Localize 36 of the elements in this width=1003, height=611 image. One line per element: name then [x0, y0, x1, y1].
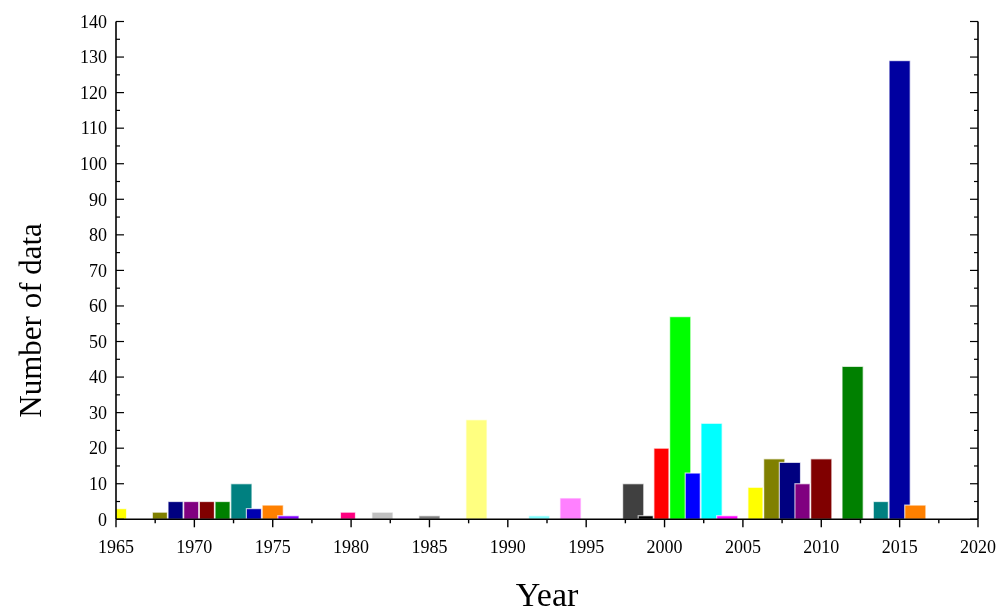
- x-tick-label: 1980: [333, 537, 370, 557]
- y-tick-label: 20: [89, 438, 107, 459]
- bar: [339, 511, 357, 520]
- y-tick-label: 130: [80, 47, 107, 68]
- x-tick-label: 2015: [881, 537, 918, 557]
- y-tick-label: 40: [89, 367, 107, 388]
- bar: [559, 497, 582, 520]
- x-tick-label: 1975: [254, 537, 291, 557]
- y-tick-label: 120: [80, 82, 107, 103]
- x-tick-label: 2005: [724, 537, 761, 557]
- y-tick-label: 50: [89, 331, 107, 352]
- x-tick-label: 1965: [98, 537, 134, 557]
- x-axis-title: Year: [515, 576, 579, 611]
- x-tick-label: 2000: [646, 537, 683, 557]
- y-tick-label: 60: [89, 296, 107, 317]
- x-tick-label: 1985: [411, 537, 448, 557]
- x-tick-label: 1995: [568, 537, 605, 557]
- x-tick-label: 2010: [803, 537, 840, 557]
- y-tick-label: 110: [80, 118, 107, 139]
- y-tick-label: 90: [89, 189, 107, 210]
- y-tick-label: 80: [89, 225, 107, 246]
- bar: [841, 365, 864, 520]
- bar: [371, 511, 394, 520]
- bar: [465, 419, 488, 520]
- x-tick-label: 2020: [960, 537, 996, 557]
- y-tick-label: 30: [89, 402, 107, 423]
- x-tick-label: 1990: [489, 537, 526, 557]
- y-tick-label: 10: [89, 474, 107, 495]
- x-tick-label: 1970: [176, 537, 213, 557]
- y-tick-label: 0: [98, 509, 107, 530]
- y-tick-label: 70: [89, 260, 107, 281]
- y-tick-label: 100: [80, 154, 107, 175]
- y-tick-label: 140: [80, 11, 107, 32]
- bar: [418, 515, 441, 520]
- bar: [527, 515, 551, 520]
- y-axis-title: Number of data: [13, 222, 48, 418]
